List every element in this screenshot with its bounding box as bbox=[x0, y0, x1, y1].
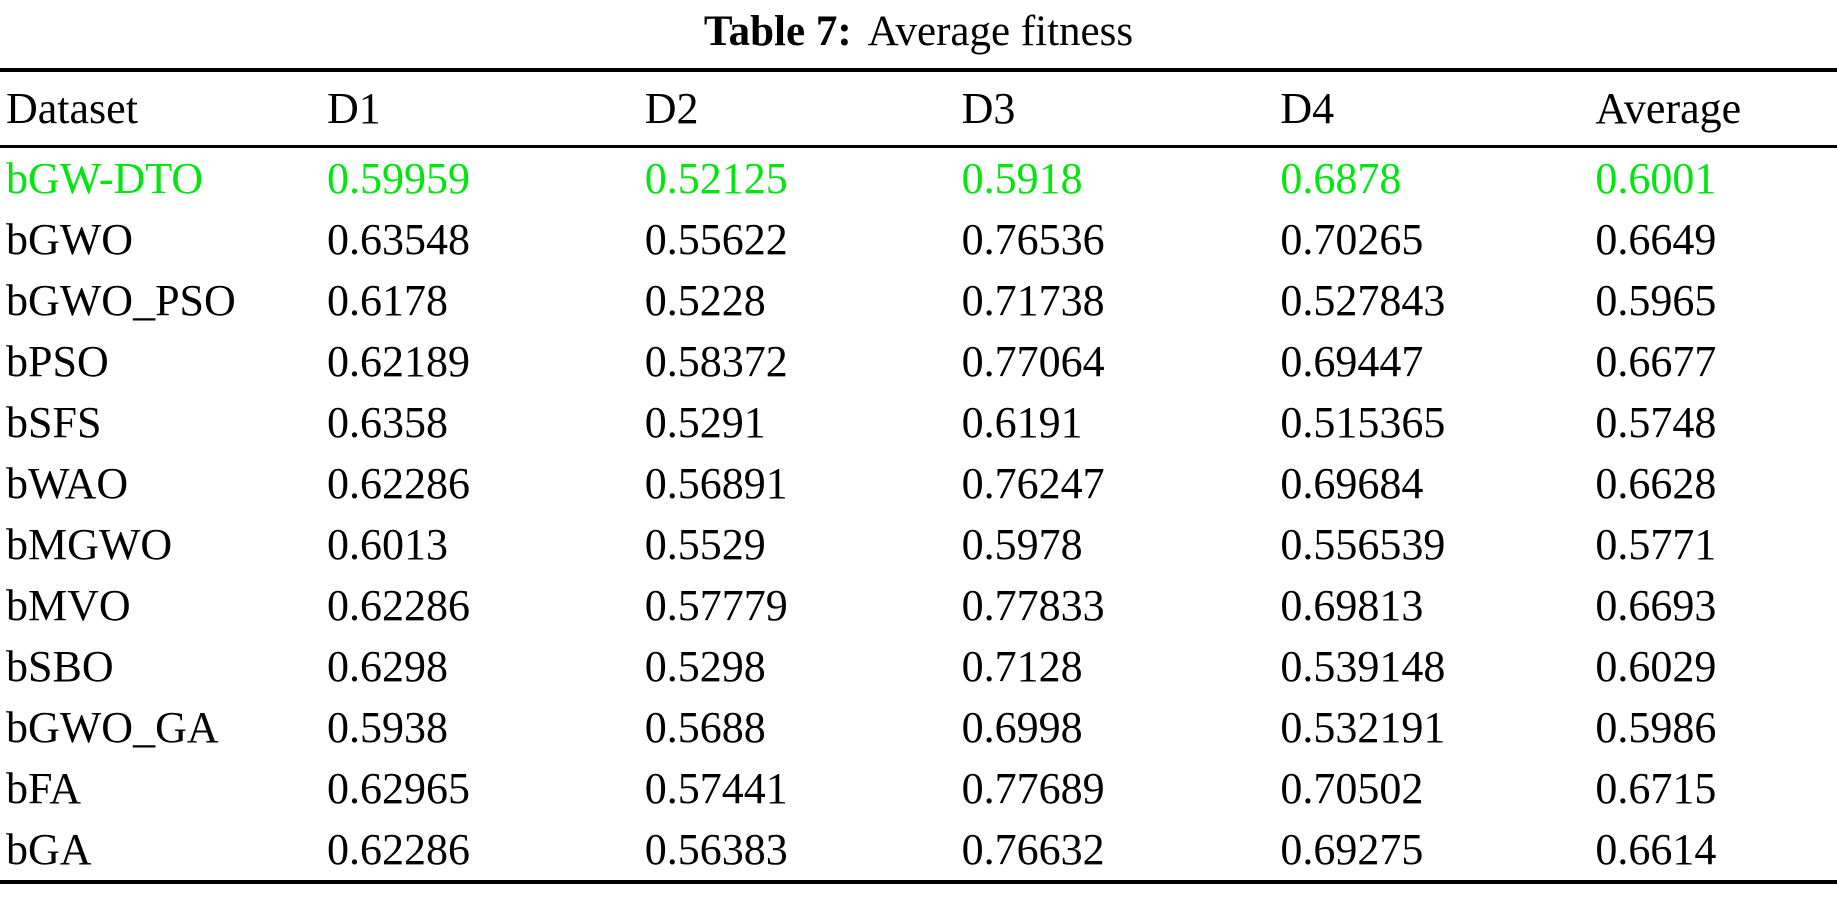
value-cell: 0.6298 bbox=[326, 642, 448, 691]
row-label-cell: bGA bbox=[6, 825, 92, 874]
table-header: Dataset D1 D2 D3 D4 Average bbox=[0, 70, 1837, 148]
table-row: bGWO_PSO 0.6178 0.5228 0.71738 0.527843 0.596… bbox=[0, 270, 1837, 331]
value-cell: 0.6628 bbox=[1595, 459, 1717, 508]
value-cell: 0.69813 bbox=[1280, 581, 1424, 630]
value-cell: 0.57779 bbox=[644, 581, 788, 630]
row-label-cell: bPSO bbox=[6, 337, 109, 386]
value-cell: 0.69447 bbox=[1280, 337, 1424, 386]
value-cell: 0.5688 bbox=[644, 703, 766, 752]
value-cell: 0.57441 bbox=[644, 764, 788, 813]
column-header-dataset: Dataset bbox=[0, 70, 327, 148]
value-cell: 0.77833 bbox=[961, 581, 1105, 630]
table-row: bGA 0.62286 0.56383 0.76632 0.69275 0.6614 bbox=[0, 819, 1837, 882]
value-cell: 0.5918 bbox=[961, 154, 1083, 203]
value-cell: 0.5978 bbox=[961, 520, 1083, 569]
value-cell: 0.56383 bbox=[644, 825, 788, 874]
value-cell: 0.76536 bbox=[961, 215, 1105, 264]
value-cell: 0.5291 bbox=[644, 398, 766, 447]
value-cell: 0.76247 bbox=[961, 459, 1105, 508]
value-cell: 0.58372 bbox=[644, 337, 788, 386]
value-cell: 0.69275 bbox=[1280, 825, 1424, 874]
value-cell: 0.6614 bbox=[1595, 825, 1717, 874]
value-cell: 0.56891 bbox=[644, 459, 788, 508]
column-header-average: Average bbox=[1595, 70, 1837, 148]
row-label-cell: bGWO_PSO bbox=[6, 276, 236, 325]
value-cell: 0.5298 bbox=[644, 642, 766, 691]
value-cell: 0.6878 bbox=[1280, 154, 1402, 203]
column-header-d3: D3 bbox=[961, 70, 1281, 148]
value-cell: 0.6001 bbox=[1595, 154, 1717, 203]
table-caption-title: Average fitness bbox=[867, 8, 1134, 55]
table-row: bSBO 0.6298 0.5298 0.7128 0.539148 0.6029 bbox=[0, 636, 1837, 697]
value-cell: 0.62286 bbox=[326, 825, 470, 874]
table-row: bFA 0.62965 0.57441 0.77689 0.70502 0.6715 bbox=[0, 758, 1837, 819]
table-caption: Table 7: Average fitness bbox=[0, 5, 1837, 59]
value-cell: 0.532191 bbox=[1280, 703, 1446, 752]
value-cell: 0.5529 bbox=[644, 520, 766, 569]
row-label-cell: bSFS bbox=[6, 398, 102, 447]
value-cell: 0.6013 bbox=[326, 520, 448, 569]
row-label-cell: bGWO_GA bbox=[6, 703, 219, 752]
row-label-cell: bMVO bbox=[6, 581, 131, 630]
value-cell: 0.556539 bbox=[1280, 520, 1446, 569]
value-cell: 0.515365 bbox=[1280, 398, 1446, 447]
table-header-row: Dataset D1 D2 D3 D4 Average bbox=[0, 70, 1837, 148]
value-cell: 0.6649 bbox=[1595, 215, 1717, 264]
value-cell: 0.5965 bbox=[1595, 276, 1717, 325]
row-label-cell: bMGWO bbox=[6, 520, 173, 569]
value-cell: 0.71738 bbox=[961, 276, 1105, 325]
value-cell: 0.69684 bbox=[1280, 459, 1424, 508]
average-fitness-table: Dataset D1 D2 D3 D4 Average bGW-DTO 0.599… bbox=[0, 68, 1837, 884]
row-label-cell: bFA bbox=[6, 764, 81, 813]
table-row: bMVO 0.62286 0.57779 0.77833 0.69813 0.6693 bbox=[0, 575, 1837, 636]
table-row: bSFS 0.6358 0.5291 0.6191 0.515365 0.5748 bbox=[0, 392, 1837, 453]
row-label-cell: bGW-DTO bbox=[6, 154, 204, 203]
table-row: bMGWO 0.6013 0.5529 0.5978 0.556539 0.5771 bbox=[0, 514, 1837, 575]
row-label-cell: bWAO bbox=[6, 459, 129, 508]
value-cell: 0.70502 bbox=[1280, 764, 1424, 813]
table-row: bPSO 0.62189 0.58372 0.77064 0.69447 0.6677 bbox=[0, 331, 1837, 392]
value-cell: 0.76632 bbox=[961, 825, 1105, 874]
value-cell: 0.62189 bbox=[326, 337, 470, 386]
value-cell: 0.5771 bbox=[1595, 520, 1717, 569]
value-cell: 0.52125 bbox=[644, 154, 788, 203]
value-cell: 0.6178 bbox=[326, 276, 448, 325]
value-cell: 0.5748 bbox=[1595, 398, 1717, 447]
value-cell: 0.62965 bbox=[326, 764, 470, 813]
table-caption-number: Table 7: bbox=[703, 8, 852, 55]
value-cell: 0.6693 bbox=[1595, 581, 1717, 630]
value-cell: 0.63548 bbox=[326, 215, 470, 264]
value-cell: 0.6029 bbox=[1595, 642, 1717, 691]
value-cell: 0.62286 bbox=[326, 459, 470, 508]
value-cell: 0.6998 bbox=[961, 703, 1083, 752]
value-cell: 0.539148 bbox=[1280, 642, 1446, 691]
value-cell: 0.62286 bbox=[326, 581, 470, 630]
value-cell: 0.77689 bbox=[961, 764, 1105, 813]
table-row: bWAO 0.62286 0.56891 0.76247 0.69684 0.6628 bbox=[0, 453, 1837, 514]
value-cell: 0.6677 bbox=[1595, 337, 1717, 386]
value-cell: 0.6715 bbox=[1595, 764, 1717, 813]
value-cell: 0.5228 bbox=[644, 276, 766, 325]
row-label-cell: bGWO bbox=[6, 215, 134, 264]
value-cell: 0.77064 bbox=[961, 337, 1105, 386]
value-cell: 0.59959 bbox=[326, 154, 470, 203]
column-header-d4: D4 bbox=[1280, 70, 1596, 148]
table-row: bGW-DTO 0.59959 0.52125 0.5918 0.6878 0.6001 bbox=[0, 147, 1837, 210]
value-cell: 0.5986 bbox=[1595, 703, 1717, 752]
value-cell: 0.6358 bbox=[326, 398, 448, 447]
table-row: bGWO 0.63548 0.55622 0.76536 0.70265 0.6649 bbox=[0, 209, 1837, 270]
column-header-d1: D1 bbox=[326, 70, 645, 148]
value-cell: 0.6191 bbox=[961, 398, 1083, 447]
row-label-cell: bSBO bbox=[6, 642, 114, 691]
value-cell: 0.70265 bbox=[1280, 215, 1424, 264]
value-cell: 0.55622 bbox=[644, 215, 788, 264]
table-body: bGW-DTO 0.59959 0.52125 0.5918 0.6878 0.6001 b… bbox=[0, 147, 1837, 883]
value-cell: 0.5938 bbox=[326, 703, 448, 752]
table-row: bGWO_GA 0.5938 0.5688 0.6998 0.532191 0.5986 bbox=[0, 697, 1837, 758]
column-header-d2: D2 bbox=[644, 70, 962, 148]
value-cell: 0.7128 bbox=[961, 642, 1083, 691]
value-cell: 0.527843 bbox=[1280, 276, 1446, 325]
